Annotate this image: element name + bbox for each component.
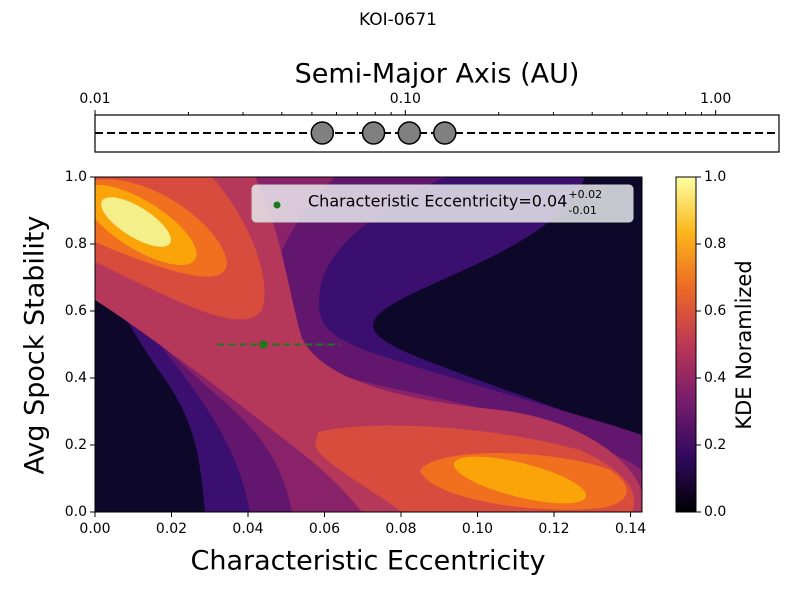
colorbar-tick-label: 0.0 <box>704 504 726 520</box>
legend-label: Characteristic Eccentricity=0.04 <box>308 192 567 211</box>
planet <box>397 121 422 145</box>
x-tick-label: 0.10 <box>462 521 493 537</box>
planet <box>310 121 335 145</box>
x-tick-label: 0.00 <box>79 521 110 537</box>
colorbar-label: KDE Noramlized <box>732 260 756 429</box>
top-tick-label: 1.00 <box>700 91 731 107</box>
x-tick-label: 0.12 <box>538 521 569 537</box>
x-tick-label: 0.04 <box>232 521 263 537</box>
legend-err-plus: +0.02 <box>568 188 602 201</box>
y-tick-label: 1.0 <box>65 169 87 185</box>
y-tick-label: 0.4 <box>65 370 87 386</box>
planet <box>361 121 386 145</box>
x-tick-label: 0.06 <box>309 521 340 537</box>
top-tick-label: 0.01 <box>79 91 110 107</box>
colorbar-tick-label: 0.4 <box>704 370 726 386</box>
legend-marker <box>273 201 281 209</box>
top-tick-label: 0.10 <box>390 91 421 107</box>
y-tick-label: 0.6 <box>65 303 87 319</box>
contour-level <box>453 456 587 504</box>
top-axis-label: Semi-Major Axis (AU) <box>295 59 580 90</box>
x-tick-label: 0.14 <box>615 521 646 537</box>
main-frame <box>94 176 643 513</box>
x-axis-label: Characteristic Eccentricity <box>191 546 546 577</box>
x-tick-label: 0.08 <box>385 521 416 537</box>
colorbar <box>675 176 697 513</box>
colorbar-tick-label: 1.0 <box>704 169 726 185</box>
colorbar-tick-label: 0.6 <box>704 303 726 319</box>
planet <box>433 121 457 145</box>
y-tick-label: 0.2 <box>65 437 87 453</box>
estimate-point <box>259 340 268 349</box>
y-tick-label: 0.0 <box>65 504 87 520</box>
figure-title: KOI-0671 <box>359 10 437 30</box>
y-tick-label: 0.8 <box>65 236 87 252</box>
colorbar-tick-label: 0.8 <box>704 236 726 252</box>
legend-err-minus: -0.01 <box>568 204 596 217</box>
y-axis-label: Avg Spock Stability <box>20 216 51 475</box>
contour-area <box>95 177 642 512</box>
legend-box <box>251 184 634 223</box>
x-tick-label: 0.02 <box>156 521 187 537</box>
colorbar-tick-label: 0.2 <box>704 437 726 453</box>
contour-level <box>101 197 171 247</box>
